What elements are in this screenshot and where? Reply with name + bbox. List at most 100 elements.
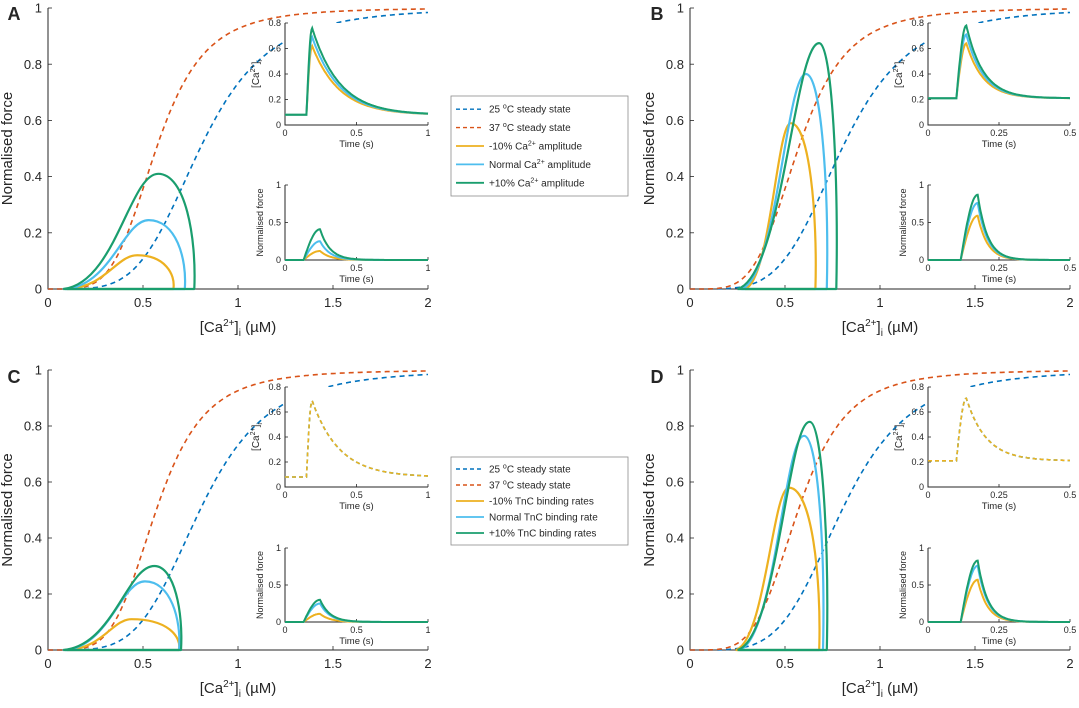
xlabel-sub: i bbox=[239, 689, 241, 700]
inset-ca-ytick-label: 0.4 bbox=[911, 69, 924, 79]
panel-letter: B bbox=[651, 4, 664, 24]
main-ytick-label: 0.2 bbox=[666, 225, 684, 240]
main-ytick-label: 0 bbox=[35, 282, 42, 297]
inset-force-xlabel: Time (s) bbox=[982, 274, 1016, 285]
inset-ca-ytick-label: 0 bbox=[919, 482, 924, 492]
inset-ca-xtick-label: 0 bbox=[282, 128, 287, 138]
inset-ca-ytick-label: 0 bbox=[276, 482, 281, 492]
loop-minus bbox=[744, 122, 817, 291]
main-xlabel: [Ca2+]i (µM) bbox=[200, 318, 276, 339]
inset-force-ytick-label: 0 bbox=[919, 617, 924, 627]
main-ytick-label: 0.6 bbox=[666, 113, 684, 128]
inset-force-xtick-label: 0 bbox=[925, 625, 930, 635]
xlabel-mid: ] bbox=[877, 319, 881, 336]
inset-force-bg bbox=[285, 548, 428, 622]
loop-plus bbox=[737, 420, 829, 652]
inset-force-ylabel: Normalised force bbox=[898, 188, 908, 256]
legend-sup: o bbox=[503, 122, 507, 129]
main-xlabel: [Ca2+]i (µM) bbox=[842, 679, 918, 700]
main-xtick-label: 1.5 bbox=[324, 295, 342, 310]
xlabel-prefix: [Ca bbox=[842, 680, 866, 697]
loop-normal bbox=[65, 219, 187, 291]
inset-ca-ytick-label: 0.8 bbox=[911, 382, 924, 392]
loop-plus bbox=[63, 564, 183, 652]
main-ytick-label: 0 bbox=[677, 643, 684, 658]
main-xtick-label: 0.5 bbox=[776, 295, 794, 310]
ylabel-prefix: [Ca bbox=[251, 72, 262, 88]
ylabel-mid: ] bbox=[894, 424, 905, 427]
ylabel-sup: 2+ bbox=[250, 64, 257, 72]
ylabel-mid: ] bbox=[251, 424, 262, 427]
steady-state-37C-line bbox=[48, 370, 428, 651]
inset-ca-xlabel: Time (s) bbox=[982, 139, 1016, 150]
ylabel-sub: i bbox=[257, 60, 264, 62]
steady-state-37C-line bbox=[48, 8, 428, 290]
steady-state-25C-line bbox=[48, 373, 428, 651]
inset-force-xtick-label: 0.5 bbox=[350, 263, 363, 273]
ylabel-prefix: [Ca bbox=[251, 435, 262, 451]
inset-force-bg bbox=[928, 548, 1070, 622]
inset-ca-ylabel: [Ca2+]i bbox=[893, 423, 907, 451]
inset-force-xtick-label: 1 bbox=[425, 625, 430, 635]
inset-ca-ytick-label: 0.6 bbox=[911, 44, 924, 54]
main-xtick-label: 2 bbox=[424, 656, 431, 671]
legend-label-c37: 37 oC steady state bbox=[489, 122, 571, 134]
xlabel-sup: 2+ bbox=[865, 679, 877, 690]
inset-force-line-plus bbox=[285, 598, 428, 623]
inset-ca-xtick-label: 0.5 bbox=[350, 128, 363, 138]
panel-B: B0 0.5 1 1.5 200.20.40.60.81[Ca2+]i (µM)Norm… bbox=[641, 1, 1076, 339]
main-xtick-label: 1 bbox=[876, 295, 883, 310]
inset-force-ytick-label: 0.5 bbox=[911, 580, 924, 590]
inset-force-ylabel: Normalised force bbox=[255, 188, 265, 256]
legend-label-normal: Normal TnC binding rate bbox=[489, 513, 598, 524]
main-ytick-label: 1 bbox=[677, 1, 684, 16]
legend-label-minus: -10% TnC binding rates bbox=[489, 497, 594, 508]
main-xtick-label: 1.5 bbox=[324, 656, 342, 671]
main-xtick-label: 0.5 bbox=[776, 656, 794, 671]
inset-ca-ytick-label: 0.8 bbox=[268, 18, 281, 28]
legend-text2: C steady state bbox=[507, 105, 571, 116]
main-ytick-label: 0.8 bbox=[24, 419, 42, 434]
loop-minus bbox=[735, 486, 821, 652]
main-ylabel: Normalised force bbox=[641, 453, 658, 566]
inset-force-bg bbox=[928, 185, 1070, 260]
inset-ca-ytick-label: 0.2 bbox=[268, 95, 281, 105]
inset-ca-ytick-label: 0.2 bbox=[911, 95, 924, 105]
steady-state-37C-line bbox=[690, 370, 1070, 651]
main-ytick-label: 0.6 bbox=[666, 475, 684, 490]
main-xtick-label: 1 bbox=[234, 656, 241, 671]
legend-sup: 2+ bbox=[537, 159, 545, 166]
main-xtick-label: 2 bbox=[1066, 295, 1073, 310]
legend-label-normal: Normal Ca2+ amplitude bbox=[489, 159, 591, 171]
legend-text: -10% TnC binding rates bbox=[489, 497, 594, 508]
inset-ca-ytick-label: 0.4 bbox=[268, 69, 281, 79]
inset-ca-xtick-label: 0.25 bbox=[990, 490, 1008, 500]
main-xtick-label: 0 bbox=[686, 656, 693, 671]
inset-force-ytick-label: 0 bbox=[919, 255, 924, 265]
panel-letter: A bbox=[8, 4, 21, 24]
legend-label-plus: +10% Ca2+ amplitude bbox=[489, 177, 585, 189]
inset-ca-xtick-label: 0.25 bbox=[990, 128, 1008, 138]
main-ytick-label: 0.4 bbox=[24, 531, 42, 546]
inset-ca-ytick-label: 0.2 bbox=[911, 457, 924, 467]
inset-force-xtick-label: 0.25 bbox=[990, 625, 1008, 635]
inset-ca-xlabel: Time (s) bbox=[339, 139, 373, 150]
legend-text2: amplitude bbox=[538, 178, 585, 189]
main-ytick-label: 0 bbox=[35, 643, 42, 658]
inset-force-ytick-label: 1 bbox=[276, 180, 281, 190]
main-xtick-label: 2 bbox=[424, 295, 431, 310]
inset-ca-xtick-label: 0.5 bbox=[350, 490, 363, 500]
inset-force-xlabel: Time (s) bbox=[339, 274, 373, 285]
legend-text2: C steady state bbox=[507, 481, 571, 492]
xlabel-prefix: [Ca bbox=[842, 319, 866, 336]
main-ylabel: Normalised force bbox=[0, 92, 16, 205]
panel-D: D0 0.5 1 1.5 200.20.40.60.81[Ca2+]i (µM)Norm… bbox=[641, 363, 1076, 700]
main-ytick-label: 0.6 bbox=[24, 475, 42, 490]
inset-ca-xtick-label: 1 bbox=[425, 128, 430, 138]
inset-force-ytick-label: 0.5 bbox=[268, 218, 281, 228]
inset-ca-xtick-label: 0.5 bbox=[1064, 128, 1077, 138]
loop-normal bbox=[740, 72, 829, 291]
